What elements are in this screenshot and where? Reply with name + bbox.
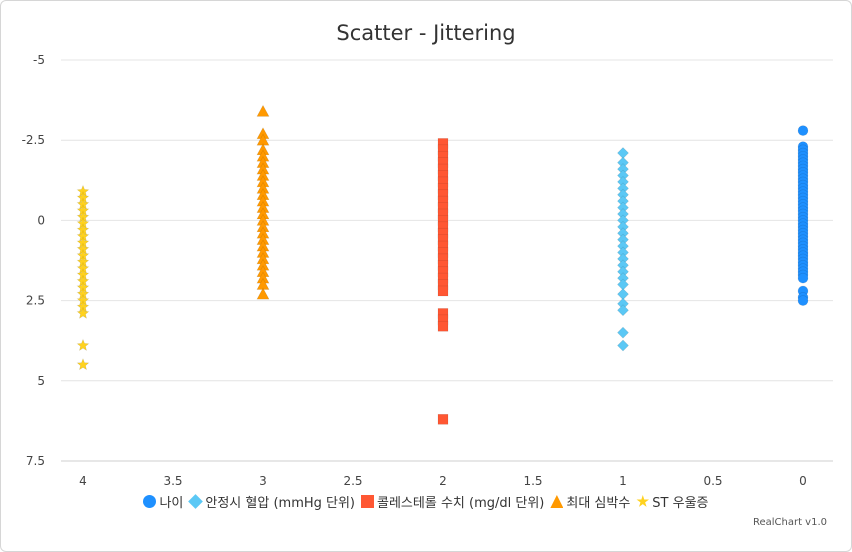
- data-point-series-2: [617, 304, 629, 317]
- legend-item-2[interactable]: 안정시 혈압 (mmHg 단위): [188, 492, 356, 511]
- y-tick-label: -5: [33, 53, 45, 67]
- y-tick-label: 5: [37, 374, 45, 388]
- legend-item-5[interactable]: ST 우울증: [636, 492, 709, 511]
- data-point-series-1: [797, 272, 809, 284]
- legend-label: ST 우울증: [652, 496, 709, 511]
- legend-item-1[interactable]: 나이: [143, 492, 183, 511]
- legend-item-3[interactable]: 콜레스테롤 수치 (mg/dl 단위): [361, 492, 544, 511]
- legend-label: 안정시 혈압 (mmHg 단위): [205, 496, 356, 511]
- y-tick-label: -2.5: [22, 133, 45, 147]
- data-point-series-1: [797, 295, 809, 306]
- data-point-series-3: [437, 320, 449, 332]
- chart-title: Scatter - Jittering: [336, 21, 516, 45]
- x-tick-label: 2.5: [343, 474, 362, 488]
- data-point-series-3: [437, 285, 449, 297]
- x-tick-label: 0.5: [703, 474, 722, 488]
- data-point-series-5: [76, 306, 90, 319]
- legend-item-4[interactable]: 최대 심박수: [550, 492, 630, 511]
- triangle-marker-icon: [550, 495, 564, 508]
- x-tick-label: 3: [259, 474, 267, 488]
- data-point-series-4: [256, 104, 270, 117]
- square-marker-icon: [361, 495, 375, 508]
- chart-credit: RealChart v1.0: [752, 517, 827, 528]
- circle-marker-icon: [143, 495, 157, 508]
- legend-label: 콜레스테롤 수치 (mg/dl 단위): [377, 496, 545, 511]
- x-tick-label: 0: [799, 474, 807, 488]
- data-point-series-2: [617, 326, 629, 339]
- legend-label: 나이: [159, 496, 184, 511]
- data-point-series-5: [76, 357, 90, 371]
- data-point-series-2: [617, 339, 629, 352]
- data-point-series-1: [797, 125, 809, 136]
- y-tick-label: 7.5: [26, 454, 45, 468]
- x-tick-label: 1.5: [523, 474, 542, 488]
- data-point-series-3: [437, 413, 449, 425]
- legend-label: 최대 심박수: [566, 496, 631, 511]
- diamond-marker-icon: [188, 494, 204, 509]
- x-tick-label: 4: [79, 474, 87, 488]
- y-tick-label: 2.5: [26, 294, 45, 308]
- data-point-series-4: [256, 287, 270, 300]
- data-point-series-5: [76, 338, 90, 352]
- star-marker-icon: [636, 495, 650, 507]
- x-tick-label: 1: [619, 474, 627, 488]
- y-tick-label: 0: [37, 213, 45, 227]
- x-tick-label: 2: [439, 474, 447, 488]
- chart-legend: 나이 안정시 혈압 (mmHg 단위) 콜레스테롤 수치 (mg/dl 단위) 최대 …: [1, 492, 851, 512]
- x-tick-label: 3.5: [163, 474, 182, 488]
